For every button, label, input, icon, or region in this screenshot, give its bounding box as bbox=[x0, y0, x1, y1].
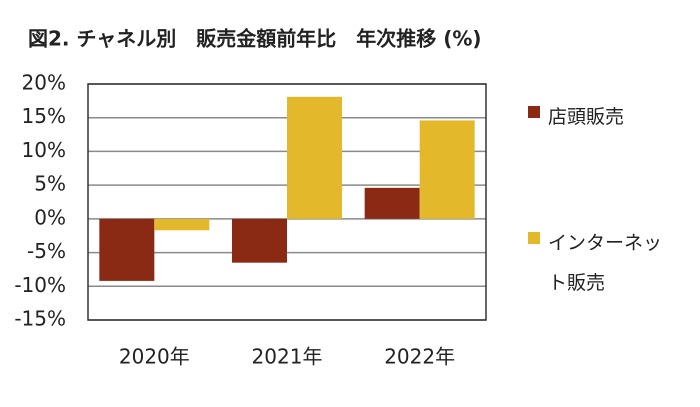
bar bbox=[232, 218, 287, 263]
chart-title: 図2. チャネル別 販売金額前年比 年次推移 (%) bbox=[28, 27, 482, 51]
y-tick-label: -15% bbox=[14, 307, 66, 331]
plot-border bbox=[87, 83, 487, 321]
y-tick-label: 5% bbox=[34, 172, 66, 196]
y-tick-label: -10% bbox=[14, 273, 66, 297]
x-tick-label: 2021年 bbox=[252, 345, 323, 369]
y-tick-label: 15% bbox=[22, 104, 66, 128]
legend-item: 店頭販売 bbox=[528, 97, 680, 137]
legend-swatch bbox=[528, 106, 540, 118]
y-tick-label: 20% bbox=[22, 71, 66, 95]
legend-swatch bbox=[528, 232, 540, 244]
x-tick-label: 2020年 bbox=[119, 345, 190, 369]
legend-item: インターネット販売 bbox=[528, 223, 680, 303]
bar bbox=[419, 120, 475, 219]
y-tick-label: -5% bbox=[27, 239, 66, 263]
y-tick-label: 10% bbox=[22, 138, 66, 162]
bar bbox=[287, 96, 342, 219]
legend-label: インターネット販売 bbox=[548, 232, 663, 294]
bar bbox=[99, 218, 155, 281]
y-tick-label: 0% bbox=[34, 205, 66, 229]
bar bbox=[154, 218, 210, 231]
legend-label: 店頭販売 bbox=[548, 106, 625, 128]
bar bbox=[364, 187, 420, 219]
x-tick-label: 2022年 bbox=[384, 345, 455, 369]
